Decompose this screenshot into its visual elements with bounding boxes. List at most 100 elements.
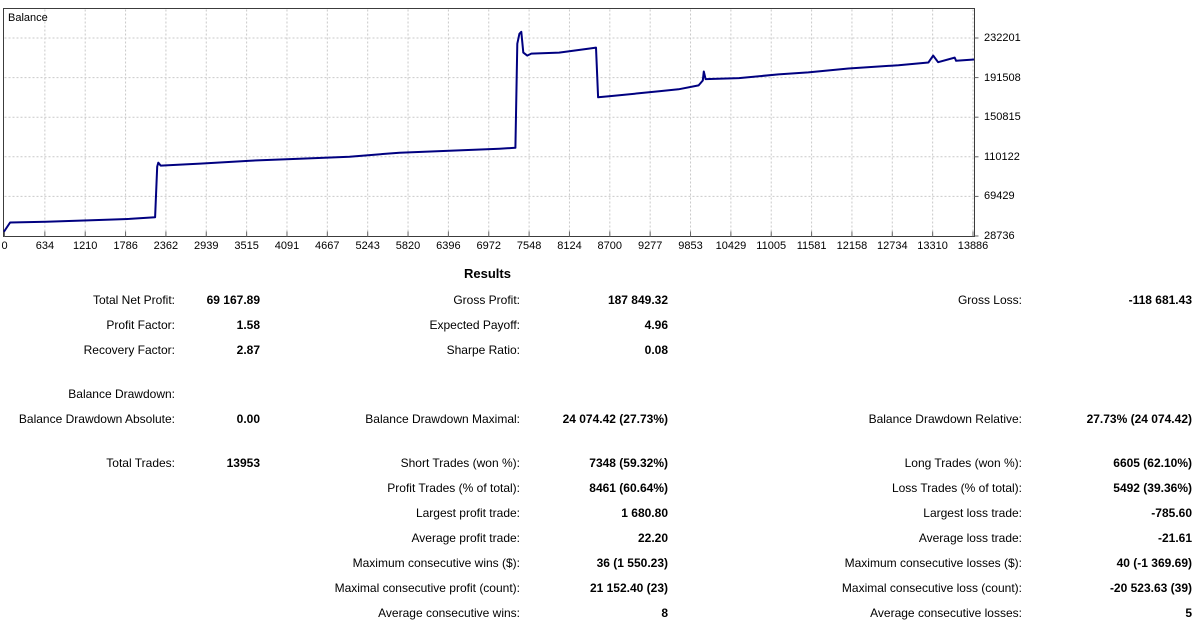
result-value: 5492 (39.36%) <box>1113 481 1192 495</box>
x-axis-tick-label: 11581 <box>796 240 827 252</box>
x-axis-tick-label: 5243 <box>355 240 380 252</box>
y-axis-tick-label: 232201 <box>984 32 1021 44</box>
result-value: 36 (1 550.23) <box>596 556 668 570</box>
result-label <box>0 476 175 501</box>
result-label: Gross Loss: <box>957 293 1022 307</box>
x-axis-tick-label: 2939 <box>194 240 219 252</box>
y-axis-tick-label: 191508 <box>984 71 1021 84</box>
result-value: 1 680.80 <box>621 506 668 520</box>
result-label: Total Trades: <box>106 456 175 470</box>
result-label: Maximal consecutive profit (count): <box>334 581 520 595</box>
x-axis-tick-label: 634 <box>35 240 55 252</box>
result-label <box>0 601 175 626</box>
result-label: Average consecutive wins: <box>378 606 520 620</box>
result-label: Sharpe Ratio: <box>446 343 520 357</box>
result-label <box>0 501 175 526</box>
result-label: Balance Drawdown Relative: <box>868 412 1022 426</box>
balance-chart-panel: Balance 28736 69429 110122 150815 191508 2322… <box>0 0 1204 258</box>
result-label: Expected Payoff: <box>429 318 520 332</box>
result-value <box>175 526 260 551</box>
result-row: Largest profit trade: 1 680.80 Largest los… <box>0 501 1204 526</box>
result-value <box>1022 338 1192 363</box>
result-value <box>175 382 260 407</box>
result-label: Gross Profit: <box>453 293 520 307</box>
result-row: Average profit trade: 22.20 Average loss t… <box>0 526 1204 551</box>
x-axis-tick-label: 13310 <box>917 240 948 252</box>
result-row: Total Trades: 13953 Short Trades (won %): 7… <box>0 451 1204 476</box>
result-value: 0.00 <box>236 412 260 426</box>
result-label <box>668 338 1022 363</box>
result-label <box>0 576 175 601</box>
x-axis-tick-label: 4091 <box>274 240 300 252</box>
result-label: Largest loss trade: <box>923 506 1022 520</box>
result-label: Balance Drawdown: <box>68 387 175 401</box>
y-axis-tick-label: 110122 <box>984 150 1020 163</box>
result-value <box>175 576 260 601</box>
x-axis-tick-label: 9853 <box>678 240 703 252</box>
result-row: Total Net Profit: 69 167.89 Gross Profit: 1… <box>0 288 1204 313</box>
result-value: 13953 <box>226 456 260 470</box>
result-label <box>668 382 1022 407</box>
result-label: Average loss trade: <box>918 531 1022 545</box>
result-row: Profit Trades (% of total): 8461 (60.64%)… <box>0 476 1204 501</box>
result-value: 5 <box>1185 606 1192 620</box>
result-value: 0.08 <box>644 343 668 357</box>
result-row: Average consecutive wins: 8 Average consec… <box>0 601 1204 626</box>
result-value: 7348 (59.32%) <box>589 456 668 470</box>
x-axis-tick-label: 8700 <box>597 240 623 252</box>
x-axis-tick-label: 6972 <box>476 240 502 252</box>
x-axis-tick-label: 10429 <box>715 240 747 252</box>
result-label: Short Trades (won %): <box>400 456 520 470</box>
result-label: Largest profit trade: <box>415 506 520 520</box>
result-label: Recovery Factor: <box>83 343 175 357</box>
result-value: 4.96 <box>644 318 668 332</box>
result-value: 69 167.89 <box>206 293 260 307</box>
result-label: Average consecutive losses: <box>870 606 1022 620</box>
result-value: 187 849.32 <box>607 293 668 307</box>
result-label: Balance Drawdown Maximal: <box>365 412 520 426</box>
result-value <box>520 382 668 407</box>
result-value <box>1022 382 1192 407</box>
results-table: Total Net Profit: 69 167.89 Gross Profit: 1… <box>0 288 1204 626</box>
result-value: -785.60 <box>1151 506 1192 520</box>
result-value: 6605 (62.10%) <box>1113 456 1192 470</box>
x-axis-tick-label: 12734 <box>877 240 908 252</box>
result-label: Maximum consecutive wins ($): <box>352 556 520 570</box>
x-axis-tick-label: 4667 <box>315 240 340 252</box>
x-axis-tick-label: 12158 <box>836 240 868 252</box>
result-value <box>175 551 260 576</box>
result-value: 22.20 <box>637 531 668 545</box>
x-axis-tick-label: 2362 <box>153 240 179 252</box>
x-axis-tick-label: 9277 <box>637 240 663 252</box>
result-value: 21 152.40 (23) <box>589 581 668 595</box>
result-label: Balance Drawdown Absolute: <box>18 412 175 426</box>
result-row: Profit Factor: 1.58 Expected Payoff: 4.96 <box>0 313 1204 338</box>
x-axis-tick-label: 1786 <box>113 240 138 252</box>
results-title: Results <box>464 266 511 281</box>
balance-chart <box>3 8 979 237</box>
result-row: Balance Drawdown Absolute: 0.00 Balance Dr… <box>0 407 1204 432</box>
result-label: Profit Factor: <box>106 318 175 332</box>
result-value: -20 523.63 (39) <box>1109 581 1192 595</box>
result-label: Maximal consecutive loss (count): <box>841 581 1022 595</box>
result-value <box>175 601 260 626</box>
result-row: Maximum consecutive wins ($): 36 (1 550.2… <box>0 551 1204 576</box>
result-value: -118 681.43 <box>1128 293 1192 307</box>
result-value: -21.61 <box>1157 531 1192 545</box>
x-axis-tick-label: 13886 <box>957 240 989 252</box>
result-label: Average profit trade: <box>411 531 520 545</box>
result-label: Total Net Profit: <box>92 293 175 307</box>
result-value: 24 074.42 (27.73%) <box>562 412 668 426</box>
chart-series-label: Balance <box>8 12 48 24</box>
y-axis-tick-label: 150815 <box>984 111 1021 124</box>
result-label <box>260 382 520 407</box>
x-axis-tick-label: 11005 <box>756 240 787 252</box>
x-axis-tick-label: 1210 <box>72 240 98 252</box>
x-axis-tick-label: 3515 <box>234 240 259 252</box>
result-row: Maximal consecutive profit (count): 21 15… <box>0 576 1204 601</box>
x-axis-tick-label: 0 <box>1 240 8 252</box>
result-label: Long Trades (won %): <box>904 456 1022 470</box>
result-value: 2.87 <box>236 343 260 357</box>
y-axis-tick-label: 69429 <box>984 190 1015 203</box>
x-axis-tick-label: 5820 <box>395 240 421 252</box>
